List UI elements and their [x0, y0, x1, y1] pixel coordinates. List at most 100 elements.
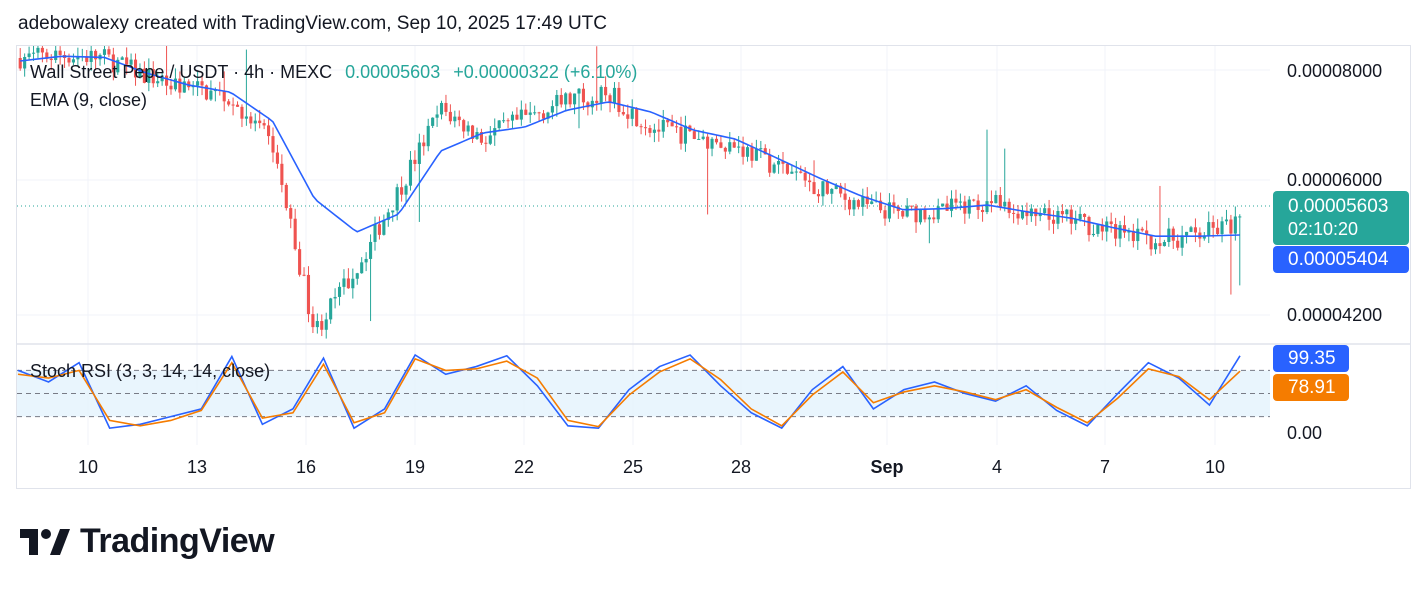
candle-body [524, 109, 528, 115]
candle-body [777, 161, 781, 165]
candle-body [586, 102, 590, 108]
candle-body [213, 90, 217, 92]
candle-body [670, 122, 674, 127]
candle-body [892, 202, 896, 207]
candle-body [1016, 213, 1020, 219]
candle-body [843, 193, 847, 200]
chart-frame[interactable] [16, 45, 1411, 489]
candle-body [386, 212, 390, 220]
candle-body [1003, 201, 1007, 207]
candle-body [852, 200, 856, 210]
ema-legend[interactable]: EMA (9, close) [30, 90, 148, 110]
x-tick-label: 4 [992, 457, 1002, 477]
candle-body [431, 117, 435, 126]
candle-body [400, 187, 404, 195]
candle-body [870, 201, 874, 204]
candle-body [887, 202, 891, 219]
candle-body [337, 286, 342, 297]
candle-body [972, 199, 976, 201]
candle-body [998, 195, 1002, 207]
candle-body [701, 136, 705, 139]
candle-body [643, 127, 648, 129]
candle-body [533, 112, 537, 114]
candle-body [1220, 221, 1224, 235]
candle-body [901, 211, 905, 217]
candle-body [768, 154, 772, 173]
candle-body [151, 69, 155, 84]
stoch-legend[interactable]: Stoch RSI (3, 3, 14, 14, close) [30, 361, 271, 381]
candle-body [1189, 227, 1193, 232]
candle-body [1229, 219, 1233, 234]
candle-body [67, 57, 71, 63]
candle-body [1025, 210, 1029, 217]
y-tick-label: 0.00004200 [1287, 305, 1383, 325]
symbol-legend[interactable]: Wall Street Pepe / USDT · 4h · MEXC 0.00… [30, 62, 637, 83]
candle-body [120, 57, 124, 60]
candle-body [49, 58, 53, 61]
candle-body [914, 206, 918, 223]
stoch-k-line [17, 353, 1241, 430]
candle-body [324, 319, 328, 330]
candle-body [772, 164, 776, 173]
candle-body [528, 112, 532, 115]
candle-body [710, 138, 714, 149]
candle-body [23, 56, 27, 69]
candle-body [839, 185, 843, 194]
candle-body [790, 171, 794, 174]
candle-body [320, 321, 324, 330]
candle-body [568, 93, 572, 105]
candle-body [692, 131, 696, 140]
candle-body [555, 94, 559, 107]
candle-body [803, 172, 807, 181]
candle-body [1114, 224, 1118, 239]
x-axis-layer: 10 13 16 19 22 25 28 Sep 4 7 10 [78, 457, 1225, 477]
x-tick-label: 25 [623, 457, 643, 477]
candle-body [630, 108, 634, 119]
stoch-d-tag: 78.91 [1273, 374, 1349, 401]
candle-body [351, 278, 355, 289]
candle-body [293, 218, 297, 250]
candle-body [714, 138, 719, 143]
candle-body [1074, 219, 1078, 224]
candle-body [1020, 210, 1025, 219]
candle-body [754, 149, 758, 161]
bar-countdown: 02:10:20 [1288, 219, 1359, 239]
candle-body [816, 194, 821, 197]
candle-body [781, 161, 785, 164]
candle-body [462, 120, 466, 132]
candle-body [985, 201, 989, 213]
candle-body [599, 86, 603, 103]
candle-body [1038, 213, 1042, 217]
candle-body [834, 185, 838, 189]
candle-body [280, 163, 284, 185]
candle-body [577, 88, 581, 94]
candle-body [1202, 236, 1206, 239]
candle-body [169, 85, 173, 90]
candles-layer [18, 46, 1242, 339]
candle-body [111, 54, 115, 73]
candle-body [728, 142, 732, 152]
candle-body [94, 50, 98, 60]
candle-body [1162, 242, 1166, 247]
candle-body [262, 123, 266, 126]
x-tick-label: 28 [731, 457, 751, 477]
candle-body [1238, 216, 1242, 218]
candle-body [830, 188, 834, 194]
candle-body [435, 114, 439, 118]
candle-body [847, 199, 852, 210]
candle-body [448, 111, 452, 122]
candle-body [657, 129, 661, 132]
candle-body [426, 125, 430, 147]
candle-body [1096, 224, 1100, 234]
candle-body [910, 205, 914, 207]
candle-body [497, 120, 501, 129]
stoch-d-line [17, 357, 1241, 428]
symbol-name: Wall Street Pepe / USDT · 4h · MEXC [30, 62, 333, 82]
tradingview-logo[interactable]: TradingView [20, 522, 275, 561]
candle-body [949, 198, 954, 211]
candle-body [346, 278, 350, 289]
candle-body [945, 203, 949, 211]
candle-body [142, 68, 146, 83]
last-price: 0.00005603 [345, 62, 441, 82]
